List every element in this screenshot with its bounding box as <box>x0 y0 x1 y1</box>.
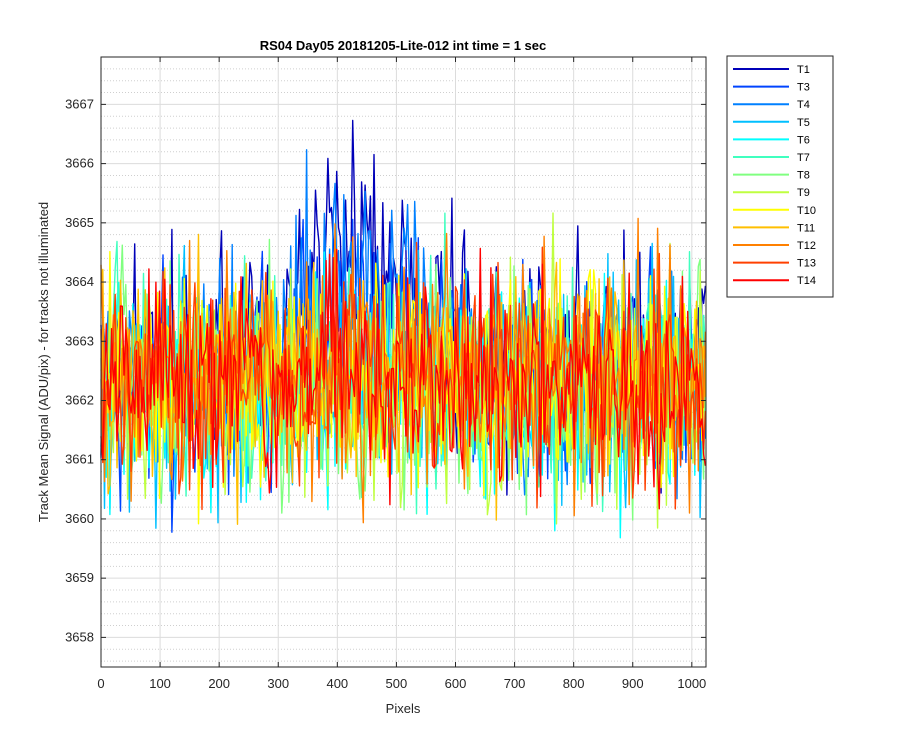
y-tick-label: 3667 <box>65 96 94 111</box>
y-tick-label: 3665 <box>65 215 94 230</box>
x-tick-label: 100 <box>149 676 171 691</box>
legend-label-t8: T8 <box>797 170 810 182</box>
legend-label-t4: T4 <box>797 99 810 111</box>
series-line-t12 <box>100 217 707 524</box>
x-tick-label: 400 <box>326 676 348 691</box>
y-tick-label: 3659 <box>65 570 94 585</box>
x-tick-label: 700 <box>504 676 526 691</box>
x-tick-label: 900 <box>622 676 644 691</box>
axis-ticks <box>100 57 706 667</box>
legend: T1 T3 T4 T5 T6 T7 T8 T9 T10 T11 T12 T13 T14 <box>726 55 834 298</box>
legend-label-t5: T5 <box>797 117 810 129</box>
x-tick-label: 0 <box>97 676 104 691</box>
y-tick-label: 3658 <box>65 629 94 644</box>
y-tick-label: 3663 <box>65 333 94 348</box>
legend-label-t14: T14 <box>797 275 816 287</box>
y-tick-label: 3662 <box>65 392 94 407</box>
series-line-t13 <box>100 241 707 511</box>
legend-label-t1: T1 <box>797 64 810 76</box>
y-tick-labels: 3658 3659 3660 3661 3662 3663 3664 3665 3666 3667 <box>65 96 94 644</box>
x-tick-label: 500 <box>386 676 408 691</box>
legend-box <box>726 55 834 298</box>
legend-label-t13: T13 <box>797 258 816 270</box>
legend-label-t10: T10 <box>797 205 816 217</box>
legend-label-t9: T9 <box>797 187 810 199</box>
x-tick-label: 300 <box>267 676 289 691</box>
legend-label-t6: T6 <box>797 134 810 146</box>
series-layer <box>100 119 707 539</box>
y-tick-label: 3666 <box>65 156 94 171</box>
plot-frame <box>100 56 707 668</box>
legend-label-t3: T3 <box>797 82 810 94</box>
y-tick-label: 3661 <box>65 452 94 467</box>
legend-label-t12: T12 <box>797 240 816 252</box>
chart-title: RS04 Day05 20181205-Lite-012 int time = … <box>260 38 547 53</box>
x-tick-label: 600 <box>445 676 467 691</box>
legend-label-t11: T11 <box>797 222 815 234</box>
y-tick-label: 3664 <box>65 274 94 289</box>
x-tick-label: 200 <box>208 676 230 691</box>
legend-label-t7: T7 <box>797 152 810 164</box>
x-axis-label: Pixels <box>386 701 421 716</box>
x-tick-label: 1000 <box>677 676 706 691</box>
y-tick-label: 3660 <box>65 511 94 526</box>
x-tick-label: 800 <box>563 676 585 691</box>
y-axis-label: Track Mean Signal (ADU/pix) - for tracks… <box>36 202 51 522</box>
legend-entries: T1 T3 T4 T5 T6 T7 T8 T9 T10 T11 T12 T13 T14 <box>733 64 816 287</box>
series-line-t14 <box>100 247 707 510</box>
x-tick-labels: 0 100 200 300 400 500 600 700 800 900 1000 <box>97 676 706 691</box>
